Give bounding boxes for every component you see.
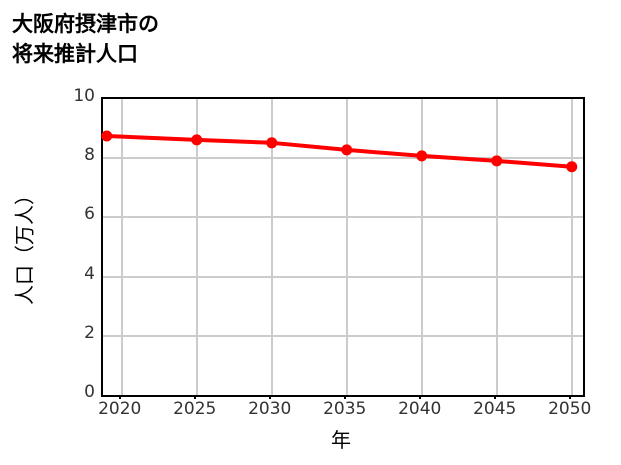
data-point-marker <box>491 155 503 167</box>
x-tick-label: 2025 <box>173 399 217 419</box>
x-tick-label: 2040 <box>398 399 442 419</box>
x-tick-label: 2050 <box>548 399 592 419</box>
gridline-horizontal <box>103 334 583 337</box>
x-tick-mark <box>193 395 196 399</box>
plot-area <box>101 97 585 397</box>
gridline-horizontal <box>103 216 583 219</box>
x-tick-mark <box>568 395 571 399</box>
x-axis-tick-labels: 2020 2025 2030 2035 2040 2045 2050 <box>98 395 591 425</box>
y-axis-tick-labels: 0 2 4 6 8 10 <box>52 86 95 402</box>
x-tick-label: 2045 <box>473 399 517 419</box>
y-axis-label: 人口（万人） <box>12 185 37 305</box>
data-point-marker <box>416 150 428 162</box>
gridline-vertical <box>570 99 573 395</box>
y-tick-label: 0 <box>84 382 95 402</box>
plot-inner <box>101 99 583 395</box>
y-tick-label: 6 <box>84 204 95 225</box>
x-tick-label: 2020 <box>98 399 142 419</box>
data-point-marker <box>191 134 203 146</box>
gridline-vertical <box>270 99 273 395</box>
x-tick-label: 2035 <box>323 399 367 419</box>
y-tick-label: 4 <box>84 263 95 284</box>
gridline-horizontal <box>103 157 583 160</box>
gridline-vertical <box>420 99 423 395</box>
x-axis-label: 年 <box>331 428 351 452</box>
y-tick-label: 10 <box>73 86 95 106</box>
x-tick-mark <box>118 395 121 399</box>
y-axis-label-container: 人口（万人） <box>0 97 46 393</box>
x-tick-mark <box>418 395 421 399</box>
data-point-marker <box>266 137 278 149</box>
gridline-horizontal <box>103 275 583 278</box>
x-tick-mark <box>343 395 346 399</box>
gridline-vertical <box>495 99 498 395</box>
gridline-vertical <box>195 99 198 395</box>
page-title: 大阪府摂津市の 将来推計人口 <box>12 12 159 67</box>
x-tick-mark <box>493 395 496 399</box>
gridline-vertical <box>120 99 123 395</box>
x-tick-label: 2030 <box>248 399 292 419</box>
y-tick-label: 8 <box>84 145 95 166</box>
line-series <box>101 130 578 173</box>
gridline-vertical <box>345 99 348 395</box>
x-tick-mark <box>268 395 271 399</box>
data-point-marker <box>101 130 113 142</box>
data-point-marker <box>341 144 353 156</box>
y-tick-label: 2 <box>84 322 95 343</box>
data-point-marker <box>566 161 578 173</box>
